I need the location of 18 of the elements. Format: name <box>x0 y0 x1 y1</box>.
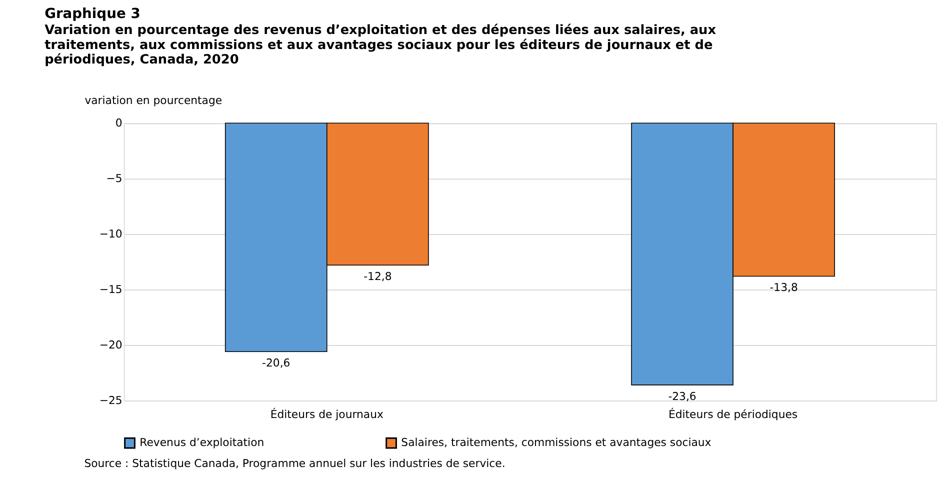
data-label: -23,6 <box>668 390 696 403</box>
x-tick-label: Éditeurs de journaux <box>270 406 384 421</box>
chart-title: Graphique 3 <box>44 6 140 22</box>
y-tick-label: −15 <box>99 283 122 296</box>
y-tick-label: −25 <box>99 394 122 407</box>
legend-label: Revenus d’exploitation <box>140 436 264 450</box>
y-tick-label: −10 <box>99 228 122 241</box>
y-axis-title: variation en pourcentage <box>84 94 222 107</box>
source-note: Source : Statistique Canada, Programme annuel sur les industries de service. <box>84 456 506 470</box>
y-tick-label: −20 <box>99 338 122 352</box>
data-label: -13,8 <box>770 281 798 294</box>
data-label: -12,8 <box>364 270 392 283</box>
y-tick-label: 0 <box>115 116 122 130</box>
x-tick-label: Éditeurs de périodiques <box>668 406 798 421</box>
y-tick-label: −5 <box>106 172 122 186</box>
legend-label: Salaires, traitements, commissions et avantages sociaux <box>401 436 712 450</box>
chart-subtitle: Variation en pourcentage des revenus d’exploitation et des dépenses liées aux salaires, aux traitements, aux commissions et aux avantages sociaux pour les éditeurs de journaux et de périodiques, Canada, 2020 <box>44 22 717 68</box>
data-label: -20,6 <box>262 356 290 370</box>
